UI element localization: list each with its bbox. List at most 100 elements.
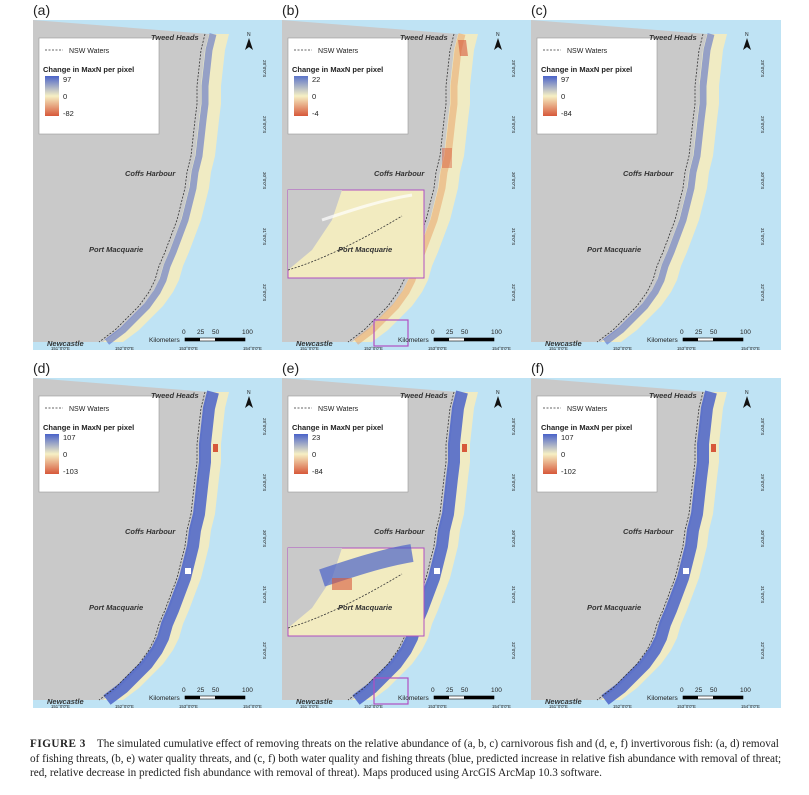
legend-color-ramp [294,76,308,116]
scale-kilometers: Kilometers [647,695,678,702]
legend-max: 22 [312,75,320,84]
inset-nsw-line [287,573,403,629]
scale-tick: 100 [740,687,751,694]
lat-tick: 30°0'0"S [262,530,267,547]
legend-title: Change in MaxN per pixel [541,423,632,432]
lat-tick: 29°0'0"S [760,116,765,133]
lon-tick: 152°0'0"E [115,704,134,708]
lat-tick: 30°0'0"S [760,172,765,189]
scale-tick: 50 [461,329,469,336]
change-strip [602,33,715,345]
legend-mid: 0 [561,450,565,459]
legend-title: Change in MaxN per pixel [292,423,383,432]
inset-map [287,189,425,279]
change-strip [352,390,468,705]
scale-bar-seg [215,696,245,699]
change-strip [103,390,219,705]
lat-tick: 32°0'0"S [760,642,765,659]
lat-tick: 31°0'0"S [760,586,765,603]
legend-title: Change in MaxN per pixel [43,65,134,74]
scale-tick: 25 [695,687,703,694]
scale-tick: 100 [740,329,751,336]
legend-nsw-label: NSW Waters [69,406,110,413]
legend-color-ramp [294,434,308,474]
lon-tick: 152°0'0"E [364,346,383,350]
nsw-waters-line [596,391,704,701]
lon-tick: 152°0'0"E [613,346,632,350]
legend-box [38,37,160,135]
lat-tick: 30°0'0"S [511,530,516,547]
legend-color-ramp [45,76,59,116]
legend-mid: 0 [312,450,316,459]
scale-tick: 25 [446,687,454,694]
place-port-macquarie: Port Macquarie [587,245,641,254]
north-label: N [496,32,500,38]
scale-tick: 25 [197,329,205,336]
caption-text: The simulated cumulative effect of remov… [30,738,782,779]
change-strip [104,33,217,345]
lon-tick: 153°0'0"E [677,346,696,350]
legend-max: 107 [63,433,76,442]
lon-tick: 154°0'0"E [243,704,262,708]
place-tweed-heads: Tweed Heads [151,391,199,400]
place-newcastle: Newcastle [296,697,333,706]
lon-tick: 151°0'0"E [51,346,70,350]
map-panel-d: NSW Waters Change in MaxN per pixel 107 0 -1… [33,360,283,708]
decrease-patch [213,444,218,452]
map-panel-e: NSW Waters Change in MaxN per pixel 23 0 -84… [282,360,532,708]
scale-tick: 100 [491,687,502,694]
inset-nsw-line [287,215,403,271]
legend-max: 23 [312,433,320,442]
decrease-patch-2 [442,148,452,168]
island-patch [434,568,440,574]
figure-label: FIGURE 3 [30,738,86,750]
inset-decrease [332,578,352,590]
panel-label-c: (c) [531,2,548,18]
lon-tick: 154°0'0"E [243,346,262,350]
scale-bar-seg [464,696,494,699]
scale-tick: 50 [710,329,718,336]
place-port-macquarie: Port Macquarie [89,245,143,254]
scale-kilometers: Kilometers [149,695,180,702]
scale-bar-seg [683,338,698,341]
lat-tick: 28°0'0"S [511,418,516,435]
lat-tick: 29°0'0"S [760,474,765,491]
legend-max: 107 [561,433,574,442]
lon-tick: 151°0'0"E [549,346,568,350]
north-arrow-icon [245,38,253,50]
panel-label-b: (b) [282,2,300,18]
legend-min: -82 [63,109,74,118]
decrease-patch [711,444,716,452]
scale-bar-seg [434,338,449,341]
lat-tick: 31°0'0"S [511,228,516,245]
legend-color-ramp [543,76,557,116]
legend-nsw-label: NSW Waters [318,406,359,413]
lon-tick: 152°0'0"E [613,704,632,708]
lat-tick: 30°0'0"S [511,172,516,189]
inset-land [288,190,342,270]
legend-min: -84 [312,467,323,476]
lon-tick: 152°0'0"E [364,704,383,708]
place-newcastle: Newcastle [296,339,333,348]
place-newcastle: Newcastle [47,339,84,348]
north-arrow-icon [743,38,751,50]
nsw-waters-line [98,33,206,343]
decrease-patch [458,40,468,56]
lon-tick: 153°0'0"E [677,704,696,708]
north-label: N [496,390,500,396]
scale-bar-seg [215,338,245,341]
lat-tick: 28°0'0"S [511,60,516,77]
lon-tick: 154°0'0"E [492,346,511,350]
lat-tick: 28°0'0"S [760,418,765,435]
map-panel-b: NSW Waters Change in MaxN per pixel 22 0 -4 T… [282,2,532,350]
place-coffs-harbour: Coffs Harbour [125,527,176,536]
lon-tick: 154°0'0"E [492,704,511,708]
figure-caption: FIGURE 3 The simulated cumulative effect… [30,737,782,781]
panel-label-d: (d) [33,360,51,376]
place-port-macquarie: Port Macquarie [587,603,641,612]
lat-tick: 31°0'0"S [511,586,516,603]
change-strip [601,390,717,705]
place-coffs-harbour: Coffs Harbour [623,169,674,178]
